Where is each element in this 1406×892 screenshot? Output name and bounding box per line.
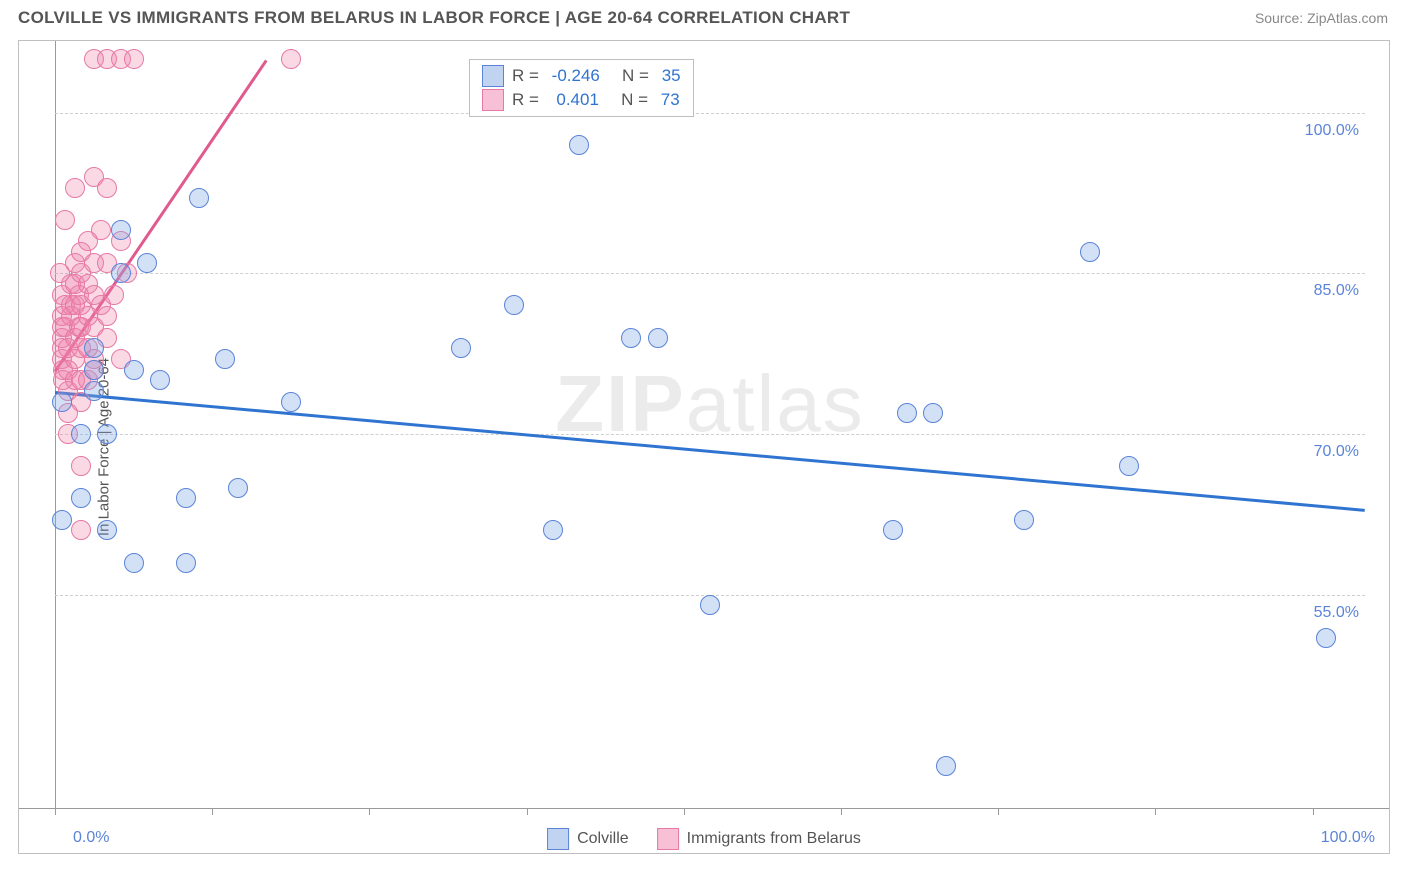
data-point <box>281 49 301 69</box>
legend-item: Immigrants from Belarus <box>657 828 861 850</box>
data-point <box>936 756 956 776</box>
data-point <box>52 510 72 530</box>
legend-swatch <box>482 65 504 87</box>
x-tick <box>212 809 213 815</box>
legend-swatch <box>547 828 569 850</box>
data-point <box>124 360 144 380</box>
series-legend: Colville Immigrants from Belarus <box>547 828 861 850</box>
data-point <box>91 220 111 240</box>
watermark: ZIPatlas <box>555 358 864 450</box>
data-point <box>700 595 720 615</box>
chart-container: In Labor Force | Age 20-64 ZIPatlas 55.0… <box>18 40 1390 854</box>
data-point <box>923 403 943 423</box>
data-point <box>543 520 563 540</box>
trend-line-blue <box>55 391 1365 512</box>
data-point <box>176 553 196 573</box>
data-point <box>104 285 124 305</box>
legend-swatch <box>482 89 504 111</box>
x-axis-max-label: 100.0% <box>1321 829 1375 847</box>
data-point <box>84 338 104 358</box>
x-tick <box>841 809 842 815</box>
data-point <box>1316 628 1336 648</box>
x-tick <box>684 809 685 815</box>
data-point <box>228 478 248 498</box>
data-point <box>71 488 91 508</box>
gridline <box>55 113 1365 114</box>
y-tick-label: 55.0% <box>1314 604 1359 622</box>
data-point <box>65 178 85 198</box>
data-point <box>111 220 131 240</box>
data-point <box>111 263 131 283</box>
data-point <box>150 370 170 390</box>
data-point <box>883 520 903 540</box>
gridline <box>55 434 1365 435</box>
chart-source: Source: ZipAtlas.com <box>1255 10 1388 26</box>
y-tick-label: 70.0% <box>1314 443 1359 461</box>
x-tick <box>527 809 528 815</box>
data-point <box>1119 456 1139 476</box>
y-tick-label: 100.0% <box>1305 122 1359 140</box>
legend-label: Colville <box>577 830 629 848</box>
y-tick-label: 85.0% <box>1314 282 1359 300</box>
chart-title: COLVILLE VS IMMIGRANTS FROM BELARUS IN L… <box>18 8 850 28</box>
data-point <box>97 424 117 444</box>
data-point <box>71 456 91 476</box>
data-point <box>176 488 196 508</box>
data-point <box>52 392 72 412</box>
stats-row: R = -0.246 N = 35 <box>482 64 681 88</box>
data-point <box>281 392 301 412</box>
legend-label: Immigrants from Belarus <box>687 830 861 848</box>
x-tick <box>1313 809 1314 815</box>
data-point <box>71 424 91 444</box>
data-point <box>504 295 524 315</box>
x-axis-min-label: 0.0% <box>73 829 109 847</box>
data-point <box>124 553 144 573</box>
data-point <box>71 520 91 540</box>
data-point <box>97 178 117 198</box>
stats-row: R = 0.401 N = 73 <box>482 88 681 112</box>
data-point <box>189 188 209 208</box>
data-point <box>97 520 117 540</box>
x-tick <box>55 809 56 815</box>
gridline <box>55 273 1365 274</box>
data-point <box>137 253 157 273</box>
x-tick <box>998 809 999 815</box>
x-tick <box>369 809 370 815</box>
data-point <box>97 306 117 326</box>
data-point <box>84 360 104 380</box>
data-point <box>1080 242 1100 262</box>
chart-header: COLVILLE VS IMMIGRANTS FROM BELARUS IN L… <box>0 0 1406 32</box>
data-point <box>1014 510 1034 530</box>
plot-area: ZIPatlas 55.0% 70.0% 85.0% 100.0% <box>55 59 1365 809</box>
data-point <box>55 210 75 230</box>
data-point <box>569 135 589 155</box>
data-point <box>648 328 668 348</box>
legend-swatch <box>657 828 679 850</box>
x-tick <box>1155 809 1156 815</box>
legend-item: Colville <box>547 828 629 850</box>
data-point <box>84 381 104 401</box>
data-point <box>897 403 917 423</box>
data-point <box>215 349 235 369</box>
data-point <box>124 49 144 69</box>
data-point <box>621 328 641 348</box>
stats-legend: R = -0.246 N = 35R = 0.401 N = 73 <box>469 59 694 117</box>
data-point <box>451 338 471 358</box>
